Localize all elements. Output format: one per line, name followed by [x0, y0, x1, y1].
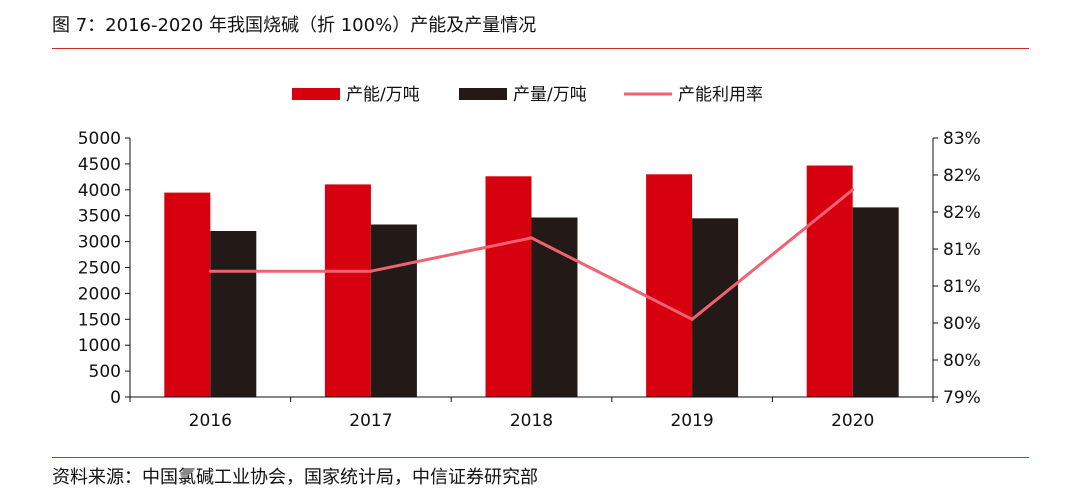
legend-swatch	[459, 88, 507, 100]
bar-output-2018	[531, 217, 578, 397]
left-tick-label: 1500	[78, 310, 121, 330]
bar-output-2016	[210, 231, 257, 397]
title-rule	[52, 48, 1029, 49]
right-tick-label: 82%	[943, 203, 981, 223]
legend: 产能/万吨 产量/万吨 产能利用率	[292, 85, 763, 105]
right-tick-label: 83%	[943, 129, 981, 149]
bar-output-2017	[370, 224, 417, 397]
line-point-2016	[208, 269, 212, 273]
bar-series	[164, 165, 899, 397]
line-point-2019	[690, 317, 694, 321]
left-tick-label: 4500	[78, 155, 121, 175]
left-tick-label: 5000	[78, 129, 121, 149]
right-tick-label: 82%	[943, 166, 981, 186]
bar-capacity-2016	[164, 192, 211, 397]
bar-capacity-2017	[324, 184, 371, 397]
x-tick-label: 2018	[510, 411, 553, 431]
left-tick-label: 3000	[78, 233, 121, 253]
x-tick-label: 2019	[670, 411, 713, 431]
bar-capacity-2019	[646, 174, 693, 397]
bar-output-2019	[692, 218, 739, 397]
right-tick-label: 81%	[943, 240, 981, 260]
line-point-2020	[851, 188, 855, 192]
legend-item-2: 产量/万吨	[459, 85, 587, 105]
right-tick-label: 80%	[943, 351, 981, 371]
legend-label: 产能/万吨	[346, 85, 420, 105]
x-tick-label: 2020	[831, 411, 874, 431]
legend-item-1: 产能/万吨	[292, 85, 420, 105]
bar-capacity-2020	[806, 165, 853, 397]
left-tick-label: 500	[89, 362, 121, 382]
bar-capacity-2018	[485, 176, 532, 397]
line-series	[208, 188, 855, 321]
source-note: 资料来源：中国氯碱工业协会，国家统计局，中信证券研究部	[52, 467, 538, 488]
right-tick-label: 79%	[943, 388, 981, 408]
legend-label: 产能利用率	[678, 85, 763, 105]
line-point-2017	[369, 269, 373, 273]
left-tick-label: 1000	[78, 336, 121, 356]
legend-swatch	[292, 88, 340, 100]
left-tick-label: 3500	[78, 207, 121, 227]
legend-item-3: 产能利用率	[624, 85, 763, 105]
chart-title: 图 7：2016-2020 年我国烧碱（折 100%）产能及产量情况	[52, 15, 537, 36]
left-tick-label: 0	[110, 388, 121, 408]
x-tick-label: 2017	[349, 411, 392, 431]
axes: 0 500 1000 1500 2000 2500 3000 3500 4000 4500 5000…	[78, 129, 981, 431]
left-tick-label: 4000	[78, 181, 121, 201]
source-rule	[52, 457, 1029, 458]
x-tick-label: 2016	[189, 411, 232, 431]
line-point-2018	[530, 236, 533, 240]
right-tick-label: 81%	[943, 277, 981, 297]
right-tick-label: 80%	[943, 314, 981, 334]
bar-output-2020	[852, 207, 899, 397]
left-tick-label: 2000	[78, 284, 121, 304]
legend-label: 产量/万吨	[513, 85, 587, 105]
left-tick-label: 2500	[78, 259, 121, 279]
